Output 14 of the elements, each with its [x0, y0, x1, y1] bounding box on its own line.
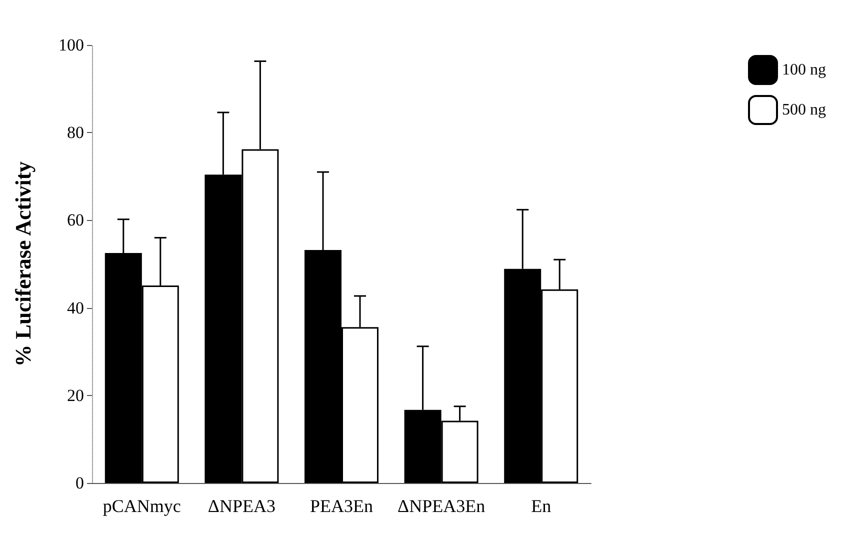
- x-tick-label: pCANmyc: [102, 496, 181, 516]
- legend-label: 100 ng: [782, 62, 826, 78]
- y-tick-label: 20: [67, 386, 84, 405]
- y-axis-title: % Luciferase Activity: [10, 161, 36, 367]
- y-tick-label: 100: [58, 36, 84, 54]
- x-tick-label: En: [531, 496, 552, 516]
- y-tick-label: 0: [76, 474, 84, 492]
- x-tick-label: ΔNPEA3: [208, 496, 276, 516]
- x-tick-label: ΔNPEA3En: [398, 496, 486, 516]
- y-tick-label: 40: [67, 298, 84, 318]
- x-tick-label: PEA3En: [310, 496, 373, 516]
- legend-label: 500 ng: [782, 102, 826, 118]
- y-tick-label: 80: [67, 123, 84, 142]
- y-tick-label: 60: [67, 210, 84, 230]
